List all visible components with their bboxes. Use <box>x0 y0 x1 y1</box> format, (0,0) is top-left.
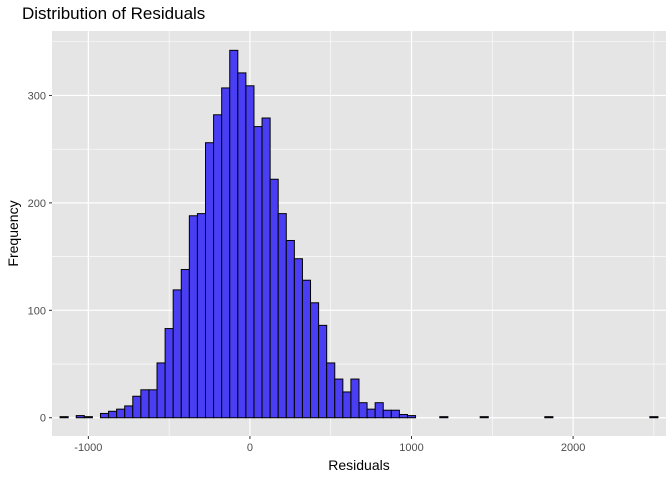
histogram-bar <box>221 87 231 419</box>
histogram-bar <box>334 378 344 419</box>
histogram-bar <box>132 395 142 419</box>
histogram-bar <box>406 415 417 419</box>
histogram-bar <box>108 410 118 419</box>
histogram-bar <box>479 416 489 419</box>
y-axis-ticks: 0 100 200 300 <box>28 90 52 425</box>
histogram-bar <box>245 85 255 419</box>
histogram-bar <box>358 402 368 419</box>
histogram-bar <box>293 258 303 419</box>
histogram-bar <box>75 415 85 419</box>
histogram-bar <box>318 324 328 419</box>
y-tick-label: 100 <box>28 305 46 317</box>
histogram-bar <box>124 405 134 419</box>
histogram-bar <box>59 416 69 419</box>
histogram-bar <box>326 362 336 419</box>
histogram-bar <box>140 389 150 419</box>
histogram-bar <box>350 378 360 419</box>
y-axis-title: Frequency <box>5 200 21 266</box>
histogram-bar <box>172 289 182 419</box>
plot-panel <box>52 31 666 436</box>
x-tick-label: 0 <box>247 442 253 454</box>
histogram-bar <box>342 391 352 419</box>
histogram-bar <box>390 409 400 419</box>
histogram-bar <box>544 416 554 419</box>
histogram-bar <box>188 215 198 419</box>
histogram-bar <box>253 126 263 419</box>
histogram-bar <box>301 279 312 419</box>
histogram-bar <box>269 178 279 419</box>
histogram-bar <box>310 302 320 419</box>
histogram-bar <box>398 414 408 419</box>
x-tick-label: 2000 <box>561 442 585 454</box>
histogram-bar <box>99 412 110 419</box>
histogram-bar <box>180 268 190 419</box>
y-tick-label: 300 <box>28 90 46 102</box>
histogram-bar <box>83 416 93 419</box>
x-axis-ticks: -1000 0 1000 2000 <box>74 436 585 454</box>
histogram-bar <box>439 416 449 419</box>
minor-gridlines <box>52 31 666 436</box>
histogram-bar <box>229 49 239 419</box>
histogram-bars <box>59 49 659 419</box>
histogram-bar <box>374 402 384 419</box>
y-tick-label: 200 <box>28 198 46 210</box>
histogram-bar <box>164 328 174 419</box>
x-tick-label: 1000 <box>399 442 423 454</box>
histogram-bar <box>156 362 166 419</box>
histogram-bar <box>237 72 247 419</box>
histogram-bar <box>382 409 392 419</box>
histogram-bar <box>205 142 215 419</box>
x-axis-title: Residuals <box>328 457 389 473</box>
histogram-bar <box>116 408 126 419</box>
histogram-bar <box>366 408 376 419</box>
histogram-bar <box>277 213 287 419</box>
histogram-bar <box>649 416 659 419</box>
histogram-bar <box>261 117 271 419</box>
histogram-bar <box>285 239 295 419</box>
histogram-bar <box>196 213 206 419</box>
chart-title: Distribution of Residuals <box>22 4 206 23</box>
histogram-bar <box>213 114 223 419</box>
histogram-bar <box>148 389 158 419</box>
y-tick-label: 0 <box>40 413 46 425</box>
x-tick-label: -1000 <box>74 442 102 454</box>
